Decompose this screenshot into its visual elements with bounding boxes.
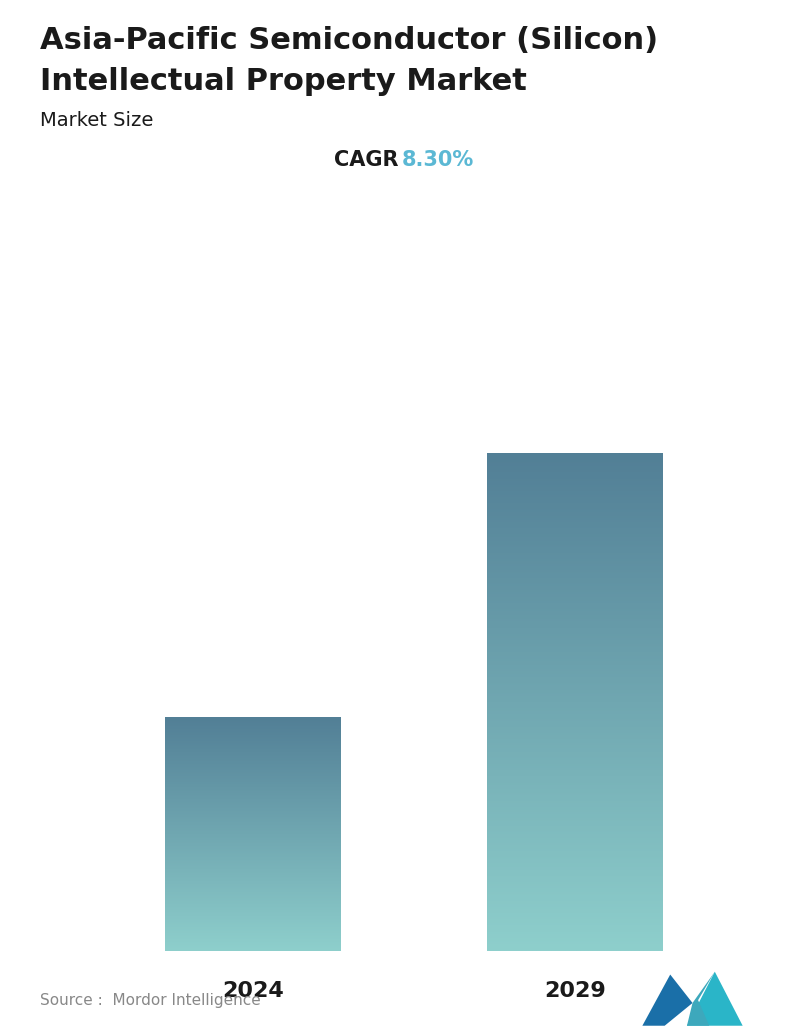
Text: CAGR: CAGR — [334, 150, 406, 170]
Text: Market Size: Market Size — [40, 111, 153, 129]
Polygon shape — [642, 974, 693, 1026]
Polygon shape — [687, 972, 715, 1026]
Text: 8.30%: 8.30% — [402, 150, 474, 170]
Text: Asia-Pacific Semiconductor (Silicon): Asia-Pacific Semiconductor (Silicon) — [40, 26, 658, 55]
Text: 2024: 2024 — [222, 981, 283, 1001]
Polygon shape — [687, 972, 743, 1026]
Text: Source :  Mordor Intelligence: Source : Mordor Intelligence — [40, 993, 260, 1008]
Text: Intellectual Property Market: Intellectual Property Market — [40, 67, 527, 96]
Text: 2029: 2029 — [544, 981, 606, 1001]
